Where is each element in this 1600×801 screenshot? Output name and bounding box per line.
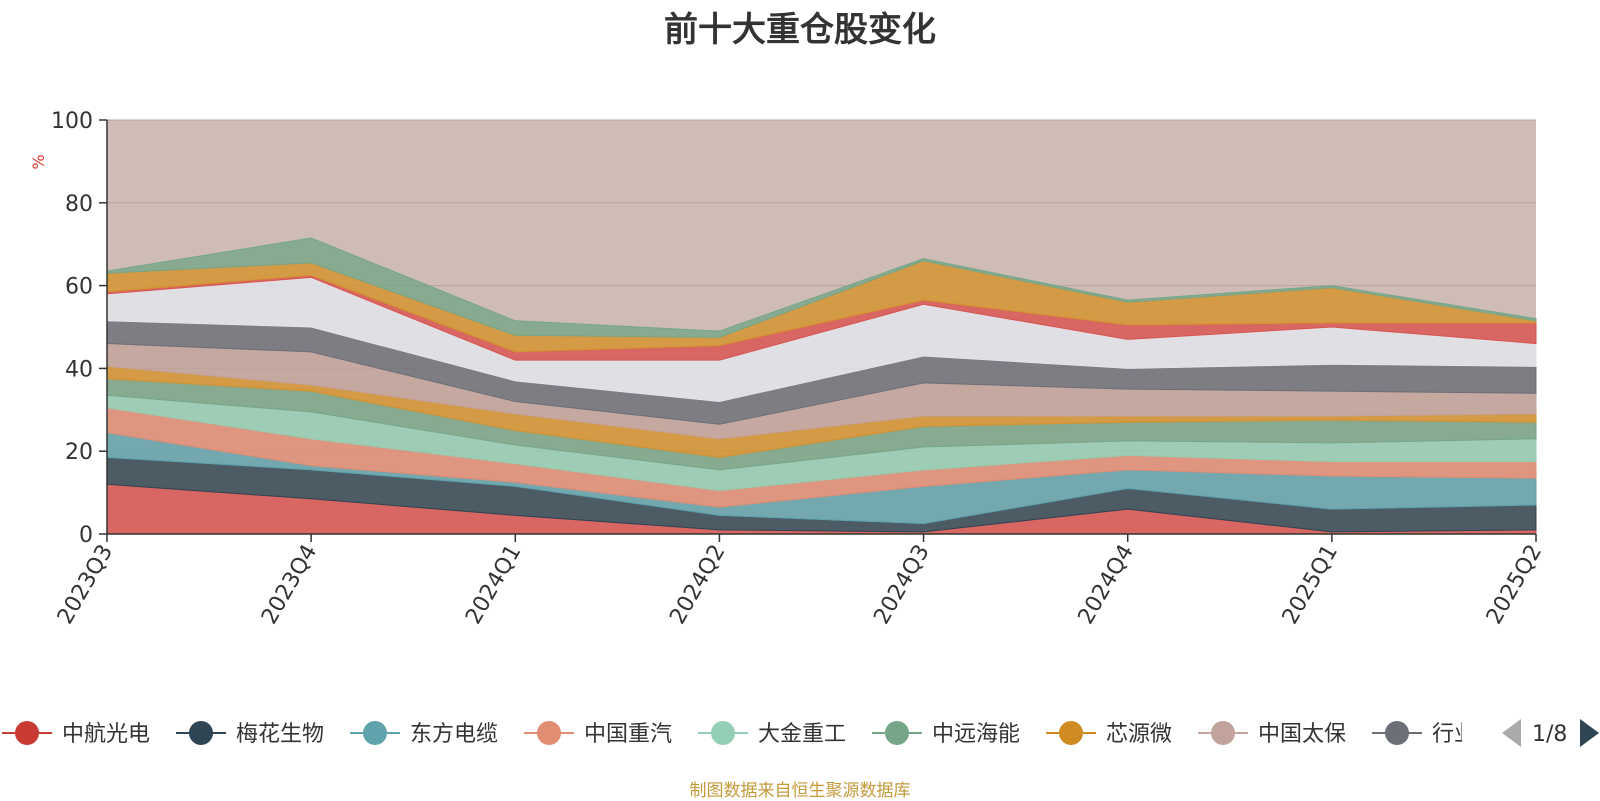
legend-next-page-icon[interactable]	[1580, 719, 1599, 747]
area-series-group	[106, 237, 1537, 535]
legend-dot-icon	[363, 721, 387, 745]
x-tick-label: 2025Q1	[1278, 541, 1343, 629]
legend-item[interactable]: 中国太保	[1198, 721, 1346, 747]
legend-label: 中航光电	[62, 722, 150, 747]
legend-item[interactable]: 中远海能	[872, 721, 1020, 747]
legend-label: 东方电缆	[410, 722, 498, 747]
x-tick-labels: 2023Q3 2023Q4 2024Q1 2024Q2 2024Q3 2024Q4 2025…	[53, 541, 1547, 629]
legend-item[interactable]: 大金重工	[698, 721, 846, 747]
y-axis-unit-label: %	[29, 154, 48, 169]
y-tick-label: 80	[65, 192, 93, 217]
legend-label: 行业龙头	[1432, 722, 1520, 747]
legend-label: 中远海能	[932, 722, 1020, 747]
legend-dot-icon	[15, 721, 39, 745]
legend-page-indicator: 1/8	[1532, 722, 1567, 747]
legend-item[interactable]: 中国重汽	[524, 721, 672, 747]
x-tick-label: 2025Q2	[1482, 541, 1547, 629]
legend-item[interactable]: 芯源微	[1046, 721, 1172, 747]
x-tick-label: 2024Q2	[665, 541, 730, 629]
legend-dot-icon	[189, 721, 213, 745]
area-series	[106, 237, 1537, 338]
legend-item[interactable]: 梅花生物	[176, 721, 324, 747]
legend-prev-page-icon[interactable]	[1502, 719, 1521, 747]
y-tick-label: 40	[65, 357, 93, 382]
legend-pager: 1/8	[1502, 719, 1599, 747]
legend-item[interactable]: 行业龙头	[1372, 721, 1520, 747]
legend-label: 中国重汽	[584, 722, 672, 747]
y-tick-labels: 0 20 40 60 80 100	[51, 109, 93, 548]
data-source-note: 制图数据来自恒生聚源数据库	[689, 781, 911, 801]
axes	[99, 119, 1537, 542]
legend-label: 梅花生物	[236, 722, 324, 747]
x-tick-label: 2023Q3	[53, 541, 118, 629]
legend: 中航光电 梅花生物 东方电缆 中国重汽 大金重工 中远海能 芯源微 中国太保 行业龙头	[2, 721, 1520, 747]
chart-title: 前十大重仓股变化	[664, 10, 936, 50]
x-tick-label: 2024Q3	[869, 541, 934, 629]
legend-dot-icon	[885, 721, 909, 745]
legend-dot-icon	[1059, 721, 1083, 745]
y-tick-label: 60	[65, 275, 93, 300]
x-tick-label: 2023Q4	[257, 541, 322, 629]
legend-dot-icon	[537, 721, 561, 745]
x-tick-label: 2024Q1	[461, 541, 526, 629]
legend-item[interactable]: 东方电缆	[350, 721, 498, 747]
legend-dot-icon	[1385, 721, 1409, 745]
legend-label: 大金重工	[758, 722, 846, 747]
legend-dot-icon	[1211, 721, 1235, 745]
y-tick-label: 100	[51, 109, 93, 134]
legend-item[interactable]: 中航光电	[2, 721, 150, 747]
legend-label: 中国太保	[1258, 722, 1346, 747]
x-tick-label: 2024Q4	[1074, 541, 1139, 629]
legend-dot-icon	[711, 721, 735, 745]
legend-label: 芯源微	[1106, 722, 1172, 747]
y-tick-label: 0	[79, 523, 93, 548]
y-tick-label: 20	[65, 440, 93, 465]
